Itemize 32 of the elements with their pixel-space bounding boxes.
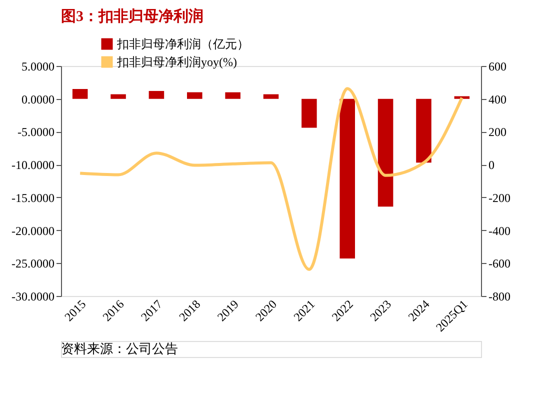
bar: [454, 96, 470, 99]
bar: [378, 98, 394, 207]
bar: [340, 98, 355, 259]
y2-tick-label: -400: [488, 224, 510, 238]
text: 资料来源：公司公告: [61, 341, 178, 356]
y2-tick-label: 0: [488, 158, 494, 172]
legend-label: 扣非归母净利润yoy(%): [116, 55, 237, 69]
y-tick-label: -10.0000: [12, 158, 54, 172]
y2-tick-label: -600: [488, 256, 510, 271]
bar: [416, 98, 432, 163]
chart-title: 图3：扣非归母净利润: [61, 7, 204, 25]
bar: [263, 94, 279, 99]
y2-tick-label: -200: [488, 190, 510, 205]
y2-tick-label: 600: [488, 60, 506, 74]
y-tick-label: -15.0000: [12, 190, 54, 205]
line-series: [78, 87, 464, 271]
legend-label: 扣非归母净利润（亿元）: [116, 37, 249, 51]
y-tick-label: -5.0000: [18, 125, 54, 140]
bar: [302, 98, 317, 128]
bar: [110, 94, 126, 99]
bar: [225, 92, 240, 99]
y-tick-label: -20.0000: [12, 224, 54, 238]
bar: [187, 92, 202, 99]
y2-tick-label: 400: [488, 92, 506, 106]
bar: [72, 89, 88, 99]
y-tick-label: -30.0000: [12, 290, 54, 304]
y2-tick-label: -800: [488, 290, 510, 304]
y-tick-label: -25.0000: [12, 256, 54, 271]
y-tick-label: 5.0000: [22, 60, 54, 74]
bar: [148, 90, 164, 99]
y2-tick-label: 200: [488, 125, 506, 140]
y-tick-label: 0.0000: [22, 92, 54, 106]
